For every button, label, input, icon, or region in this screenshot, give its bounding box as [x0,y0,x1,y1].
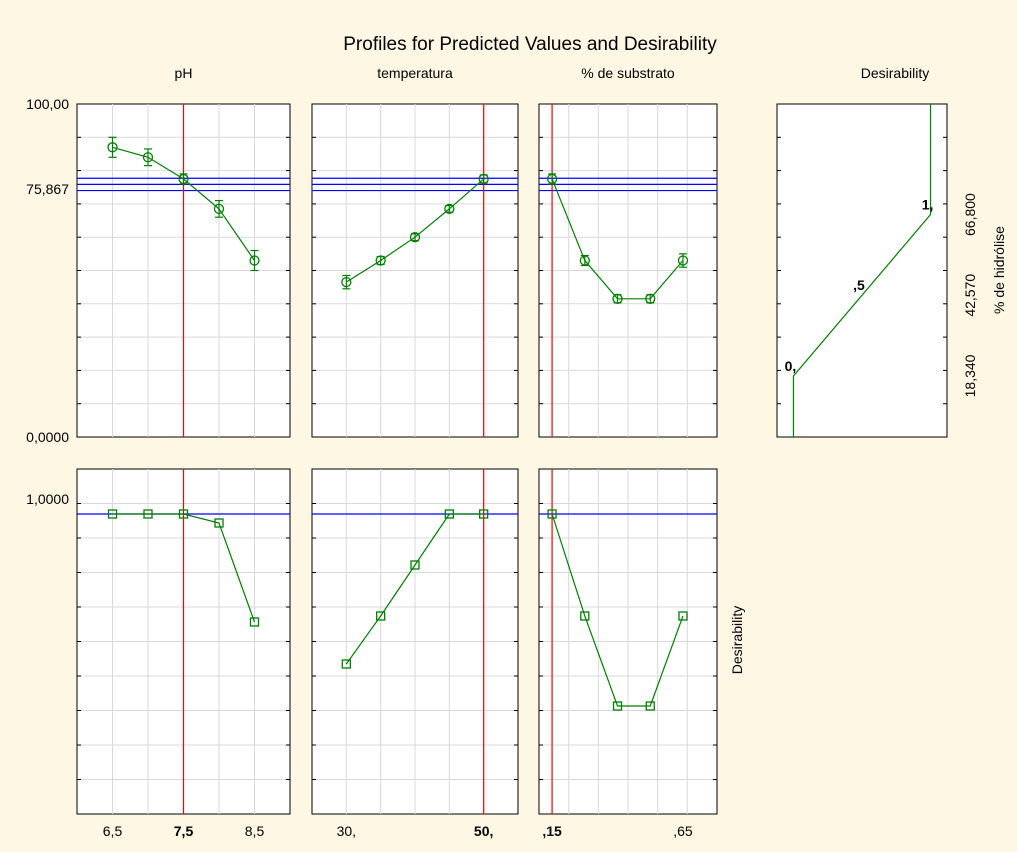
x-tick-current-label: ,15 [542,823,562,839]
desirability-point [143,509,153,519]
prediction-point [579,255,590,266]
y-tick-label-current: 75,867 [26,181,69,197]
prediction-point [478,173,489,185]
factor-title-1: temperatura [377,65,453,81]
desirability-y-tick-label: 66,800 [962,193,978,236]
desirability-point [479,509,489,519]
desirability-point [580,611,590,621]
desirability-y-axis-label: % de hidrólise [991,226,1007,314]
desirability-point [444,509,454,519]
desirability-y-tick-label: 18,340 [962,354,978,397]
x-tick-label: 7,5 [174,823,194,839]
desirability-point [410,560,420,570]
prediction-point [645,293,656,304]
desirability-point [341,659,351,669]
prediction-point [341,277,352,288]
desirability-series-line-0 [112,513,256,623]
desirability-point [612,701,623,711]
prediction-point [677,255,689,266]
prediction-point [409,232,421,243]
prediction-point [249,255,260,266]
prediction-point [107,142,118,153]
desirability-axis-label: Desirability [729,606,745,674]
desirability-function-panel [776,103,948,438]
x-tick-label: ,65 [673,823,693,839]
y-tick-label-zero: 0,0000 [26,429,69,445]
x-tick-label: 30, [337,823,356,839]
x-tick-label: 8,5 [245,823,265,839]
x-tick-current-label: 7,5 [174,823,194,839]
chart-title: Profiles for Predicted Values and Desira… [343,34,717,55]
prediction-point [213,203,225,215]
desirability-point [547,509,557,519]
factor-title-0: pH [175,65,193,81]
desirability-point [678,611,688,621]
prediction-point [375,255,386,266]
desirability-series-line-1 [345,513,484,665]
desirability-series-line-2 [551,513,684,707]
desirability-point [249,617,260,627]
x-tick-current-label: 50, [474,823,493,839]
desirability-tick-label: 1,0000 [26,491,69,507]
desirability-point [178,509,189,519]
prediction-point [178,173,189,185]
prediction-point [546,173,558,185]
desirability-point [107,509,118,519]
factor-title-2: % de substrato [581,65,675,81]
y-tick-label-top: 100,00 [26,96,69,112]
desirability-panel-title: Desirability [861,65,929,81]
desirability-point-label: 1, [922,197,934,213]
desirability-point [645,701,655,711]
desirability-y-tick-label: 42,570 [962,274,978,317]
prediction-point [444,203,455,215]
desirability-function-line [792,104,932,437]
prediction-point [142,152,154,163]
desirability-point [376,611,386,621]
desirability-point [214,518,224,528]
prediction-point [612,293,623,304]
x-tick-label: 6,5 [103,823,123,839]
desirability-point-label: 0, [785,358,797,374]
desirability-point-label: ,5 [853,277,865,293]
